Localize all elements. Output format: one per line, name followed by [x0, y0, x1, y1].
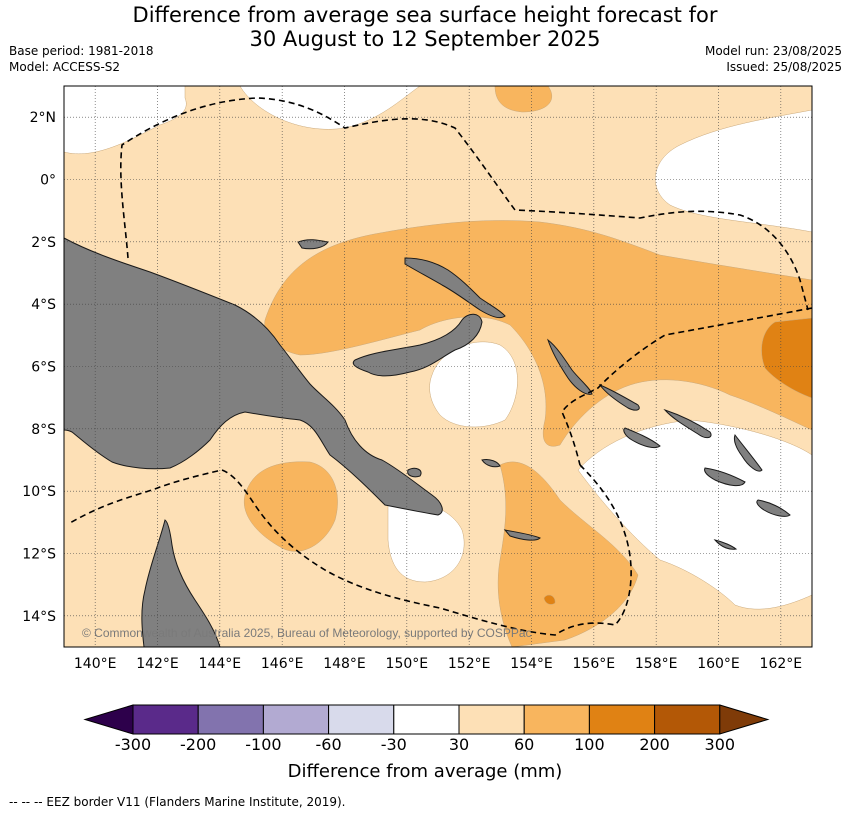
anomaly-100-200-small: [543, 594, 556, 605]
lon-tick-label: 154°E: [510, 656, 553, 672]
eez-border-north: [120, 97, 809, 311]
solomons-3: [623, 427, 661, 449]
colorbar-tick-label: -60: [315, 735, 342, 754]
solomons-4: [704, 467, 746, 487]
manus: [297, 239, 329, 250]
lat-tick-label: 8°S: [31, 422, 56, 438]
map-canvas: © Commonwealth of Australia 2025, Bureau…: [64, 86, 812, 647]
lat-tick-label: 2°N: [30, 110, 56, 126]
anomaly-60-100-north: [494, 86, 553, 113]
solomons-2: [663, 408, 712, 439]
woodlark: [481, 459, 501, 468]
anomaly-60-100-west: [243, 461, 338, 552]
title-line-2: 30 August to 12 September 2025: [249, 27, 601, 51]
lat-tick-label: 14°S: [22, 609, 56, 625]
bougainville: [547, 338, 593, 395]
lon-tick-label: 160°E: [697, 656, 740, 672]
eez-border-south: [69, 464, 632, 636]
colorbar: [83, 704, 770, 735]
colorbar-tick-label: -200: [180, 735, 217, 754]
lat-tick-label: 12°S: [22, 547, 56, 563]
colorbar-segment: [197, 704, 264, 735]
lon-tick-label: 152°E: [448, 656, 491, 672]
issued-date: Issued: 25/08/2025: [726, 60, 842, 74]
lon-tick-label: 140°E: [74, 656, 117, 672]
lon-tick-labels: 140°E 142°E 144°E 146°E 148°E 150°E 152°E 154°E…: [74, 656, 802, 672]
louisiade: [503, 529, 541, 541]
lat-tick-labels: 2°N 0° 2°S 4°S 6°S 8°S 10°S 12°S 14°S: [22, 110, 56, 625]
colorbar-segment: [523, 704, 590, 735]
solomons-5: [733, 433, 763, 472]
model-name: Model: ACCESS-S2: [9, 60, 121, 74]
solomons-1: [598, 383, 640, 411]
colorbar-segment: [654, 704, 721, 735]
colorbar-tick-label: -30: [380, 735, 407, 754]
lon-tick-label: 150°E: [386, 656, 429, 672]
colorbar-segment: [262, 704, 330, 735]
map-frame: [63, 85, 813, 648]
colorbar-extend-low: [83, 704, 134, 735]
colorbar-segment: [588, 704, 656, 735]
colorbar-tick-label: -100: [245, 735, 282, 754]
colorbar-tick-label: 200: [639, 735, 670, 754]
colorbar-segment: [458, 704, 525, 735]
colorbar-segment: [328, 704, 395, 735]
colorbar-tick-label: -300: [114, 735, 152, 754]
meta-right: Model run: 23/08/2025 Issued: 25/08/2025: [705, 43, 842, 75]
colorbar-tick-label: 30: [448, 735, 470, 754]
lon-tick-label: 142°E: [136, 656, 179, 672]
copyright-notice: © Commonwealth of Australia 2025, Bureau…: [82, 626, 532, 640]
anomaly-60-100-south: [497, 461, 639, 647]
cape-york: [141, 519, 221, 647]
colorbar-tick-label: 60: [514, 735, 535, 754]
eez-footnote: -- -- -- EEZ border V11 (Flanders Marine…: [9, 795, 346, 809]
base-period: Base period: 1981-2018: [9, 44, 154, 58]
new-ireland: [404, 257, 506, 319]
new-britain: [352, 313, 483, 377]
colorbar-tick-label: 100: [574, 735, 605, 754]
new-guinea: [64, 237, 443, 516]
lon-tick-label: 144°E: [199, 656, 242, 672]
lon-tick-label: 146°E: [261, 656, 304, 672]
lat-tick-label: 0°: [40, 173, 56, 189]
lon-tick-label: 158°E: [635, 656, 678, 672]
lon-tick-label: 148°E: [323, 656, 366, 672]
graticule: [64, 86, 812, 647]
meta-left: Base period: 1981-2018 Model: ACCESS-S2: [9, 43, 154, 75]
eez-border-east: [561, 307, 812, 466]
anomaly-near-average-north: [64, 86, 187, 155]
lat-tick-label: 10°S: [22, 484, 56, 500]
anomaly-near-average-central: [429, 341, 518, 428]
lat-tick-label: 4°S: [31, 297, 56, 313]
dentrecasteaux: [407, 467, 422, 478]
model-run: Model run: 23/08/2025: [704, 44, 842, 58]
lat-tick-label: 2°S: [31, 235, 56, 251]
colorbar-extend-high: [719, 704, 770, 735]
colorbar-title: Difference from average (mm): [287, 761, 563, 782]
lon-tick-label: 156°E: [573, 656, 616, 672]
colorbar-segment: [132, 704, 199, 735]
land: [64, 237, 791, 647]
san-cristobal: [756, 499, 791, 517]
lon-tick-label: 162°E: [760, 656, 803, 672]
title-line-1: Difference from average sea surface heig…: [132, 3, 718, 27]
anomaly-near-average-northeast: [655, 109, 812, 233]
anomaly-60-100-central: [264, 220, 812, 447]
colorbar-segment: [393, 704, 460, 735]
eez-borders: [69, 97, 812, 636]
colorbar-tick-label: 300: [704, 735, 736, 754]
anomaly-100-200-east: [761, 317, 812, 399]
chart-title: Difference from average sea surface heig…: [0, 3, 850, 51]
rennell: [713, 539, 738, 550]
lat-tick-label: 6°S: [31, 360, 56, 376]
